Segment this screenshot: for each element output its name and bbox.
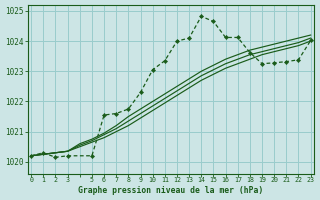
X-axis label: Graphe pression niveau de la mer (hPa): Graphe pression niveau de la mer (hPa)	[78, 186, 264, 195]
